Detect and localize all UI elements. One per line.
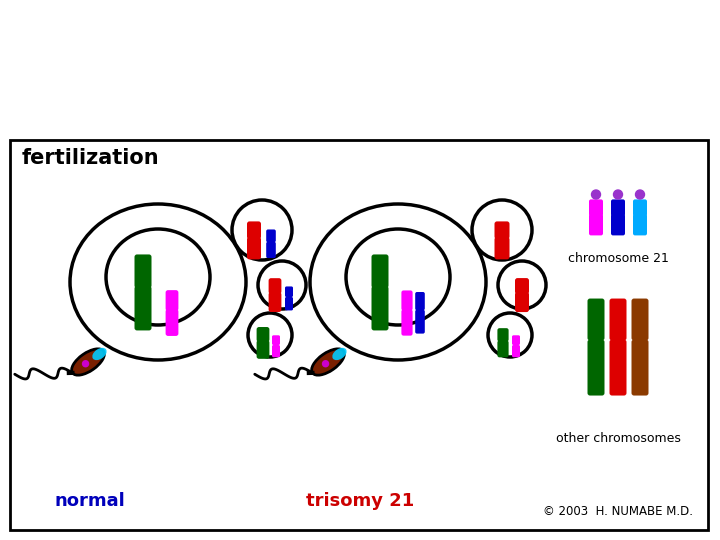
FancyBboxPatch shape — [10, 140, 708, 530]
FancyBboxPatch shape — [633, 199, 647, 216]
FancyBboxPatch shape — [402, 291, 413, 310]
Ellipse shape — [92, 348, 107, 360]
FancyBboxPatch shape — [415, 310, 425, 334]
Ellipse shape — [333, 348, 346, 360]
FancyBboxPatch shape — [135, 254, 151, 288]
FancyBboxPatch shape — [256, 327, 269, 342]
FancyBboxPatch shape — [633, 214, 647, 235]
FancyBboxPatch shape — [266, 230, 276, 242]
FancyBboxPatch shape — [611, 199, 625, 216]
FancyBboxPatch shape — [135, 286, 151, 330]
Circle shape — [232, 200, 292, 260]
FancyBboxPatch shape — [166, 309, 179, 336]
Circle shape — [83, 361, 89, 367]
FancyBboxPatch shape — [515, 278, 529, 294]
Circle shape — [258, 261, 306, 309]
FancyBboxPatch shape — [166, 290, 179, 311]
Text: © 2003  H. NUMABE M.D.: © 2003 H. NUMABE M.D. — [543, 505, 693, 518]
FancyBboxPatch shape — [247, 221, 261, 239]
FancyBboxPatch shape — [272, 335, 280, 345]
Ellipse shape — [310, 204, 486, 360]
FancyBboxPatch shape — [589, 214, 603, 235]
FancyBboxPatch shape — [372, 254, 389, 288]
FancyBboxPatch shape — [512, 345, 520, 357]
Circle shape — [488, 313, 532, 357]
FancyBboxPatch shape — [272, 345, 280, 357]
Circle shape — [592, 190, 600, 199]
Ellipse shape — [71, 349, 104, 375]
Ellipse shape — [312, 349, 344, 375]
FancyBboxPatch shape — [285, 297, 293, 310]
Circle shape — [636, 190, 644, 199]
Circle shape — [498, 261, 546, 309]
Circle shape — [323, 361, 328, 367]
FancyBboxPatch shape — [589, 199, 603, 216]
FancyBboxPatch shape — [415, 292, 425, 310]
Ellipse shape — [106, 229, 210, 325]
FancyBboxPatch shape — [588, 299, 605, 341]
FancyBboxPatch shape — [266, 242, 276, 258]
Ellipse shape — [346, 229, 450, 325]
FancyBboxPatch shape — [256, 340, 269, 359]
FancyBboxPatch shape — [610, 299, 626, 341]
FancyBboxPatch shape — [285, 286, 293, 297]
Circle shape — [248, 313, 292, 357]
Ellipse shape — [70, 204, 246, 360]
FancyBboxPatch shape — [247, 237, 261, 259]
Text: other chromosomes: other chromosomes — [556, 432, 680, 445]
FancyBboxPatch shape — [498, 328, 508, 342]
FancyBboxPatch shape — [588, 340, 605, 395]
Text: fertilization: fertilization — [22, 148, 160, 168]
Text: chromosome 21: chromosome 21 — [567, 252, 668, 265]
Circle shape — [613, 190, 623, 199]
FancyBboxPatch shape — [269, 278, 282, 294]
FancyBboxPatch shape — [512, 335, 520, 345]
FancyBboxPatch shape — [495, 221, 510, 239]
FancyBboxPatch shape — [372, 286, 389, 330]
FancyBboxPatch shape — [631, 340, 649, 395]
FancyBboxPatch shape — [515, 292, 529, 312]
Text: trisomy 21: trisomy 21 — [306, 492, 414, 510]
FancyBboxPatch shape — [610, 340, 626, 395]
FancyBboxPatch shape — [402, 309, 413, 336]
Circle shape — [472, 200, 532, 260]
FancyBboxPatch shape — [495, 237, 510, 259]
Text: normal: normal — [55, 492, 125, 510]
FancyBboxPatch shape — [611, 214, 625, 235]
FancyBboxPatch shape — [498, 340, 508, 357]
FancyBboxPatch shape — [269, 292, 282, 312]
FancyBboxPatch shape — [631, 299, 649, 341]
